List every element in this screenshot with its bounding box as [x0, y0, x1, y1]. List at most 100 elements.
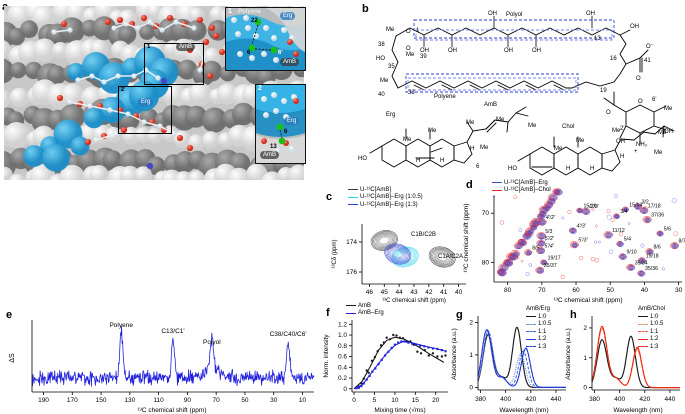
inset1-svg — [226, 8, 305, 70]
legend-label: 1:3 — [538, 343, 547, 350]
legend-item: 1:3 — [638, 343, 665, 351]
legend-item: 1:0.5 — [638, 321, 665, 329]
panel-f-svg: 0 5 10 15 20 0 0.2 0.4 0.6 0.8 1.0 1.2 Mixing time … — [323, 320, 448, 414]
panel-d-label: d — [466, 179, 473, 191]
inset2-number: 2 — [258, 85, 262, 92]
num-6prime-label: 6' — [652, 97, 656, 103]
svg-text:176: 176 — [346, 269, 357, 276]
inset2-amb-tag: AmB — [260, 151, 280, 159]
panel-h-legend: AmB/Chol 1:0 1:0.5 1:1 1:2 1:3 — [638, 306, 665, 351]
peak-label: 4'/3' — [577, 223, 587, 229]
chol-h-1: H — [566, 166, 570, 172]
nh3-label: NH₃ — [636, 142, 648, 148]
legend-item: AmB — [346, 302, 384, 310]
svg-text:80: 80 — [504, 287, 512, 294]
legend-item: U-¹³C[AmB]–Chol — [492, 187, 551, 195]
legend-swatch — [638, 316, 648, 318]
legend-label: 1:1 — [650, 328, 659, 335]
panel-h-absorbance-plot: AmB/Chol 1:0 1:0.5 1:1 1:2 1:3 380 400 420 440 0… — [565, 302, 684, 414]
svg-text:20: 20 — [432, 397, 440, 404]
peak-label: 5/3 — [545, 229, 552, 235]
o-db-label: O — [636, 76, 641, 82]
roi-2-number: 2 — [121, 87, 125, 93]
oh-2-label: OH — [448, 48, 457, 54]
panel-c-ylabel: ¹³Cδ (ppm) — [332, 239, 338, 268]
legend-swatch — [638, 346, 648, 348]
peak-label: 35/34 — [635, 260, 648, 266]
panel-f-buildup-plot: AmB AmB–Erg 0 5 10 15 20 0 0.2 0.4 0.6 0.8 1.0 1.2 … — [322, 302, 452, 414]
erg-me-3: Me — [466, 120, 475, 126]
chol-me-4: Me — [658, 130, 667, 136]
panel-g-label: g — [456, 309, 463, 321]
panel-e-xlabel: ¹³C chemical shift (ppm) — [138, 407, 207, 414]
legend-item: 1:3 — [526, 343, 551, 351]
svg-text:420: 420 — [639, 396, 650, 403]
chol-me-3: Me — [612, 128, 621, 134]
svg-text:380: 380 — [589, 396, 600, 403]
svg-text:150: 150 — [96, 397, 107, 404]
panel-e-annotation: C38/C40/C6' — [270, 331, 307, 338]
num-19-label: 19 — [600, 88, 607, 94]
erg-me-2: Me — [428, 128, 437, 134]
panel-e-annotation: Polyene — [109, 322, 133, 329]
o-glyco-label: O — [606, 110, 611, 116]
svg-text:0: 0 — [469, 384, 473, 391]
panel-b-label: b — [362, 3, 369, 15]
svg-text:440: 440 — [665, 396, 676, 403]
oh-3-label: OH — [504, 48, 513, 54]
peak-label: 17/18 — [648, 203, 661, 209]
svg-text:0.4: 0.4 — [338, 364, 347, 371]
chol-name-label: Chol — [562, 124, 574, 130]
erg-tag-main: Erg — [138, 98, 154, 106]
panel-g-legend: AmB/Erg 1:0 1:0.5 1:1 1:2 1:3 — [526, 306, 551, 351]
svg-text:2: 2 — [469, 319, 473, 326]
peak-label: 9/10 — [627, 249, 637, 255]
annot-c1a-c2a: C1A/C2A — [438, 254, 463, 260]
svg-text:41: 41 — [440, 289, 448, 296]
inset1-atom-22: 22 — [251, 18, 258, 24]
svg-text:190: 190 — [38, 397, 49, 404]
legend-label: 1:0 — [650, 313, 659, 320]
amb-tag-main: AmB — [176, 43, 196, 51]
legend-item: 1:0 — [638, 313, 665, 321]
legend-swatch — [526, 323, 536, 325]
inset1-amb-tag: AmB — [280, 58, 300, 66]
panel-d-xlabel: ¹³C chemical shift (ppm) — [554, 297, 623, 304]
num-39-label: 39 — [420, 54, 427, 60]
peak-label: 3/4 — [620, 209, 627, 215]
legend-swatch — [526, 316, 536, 318]
erg-h-2: H — [440, 158, 444, 164]
svg-text:400: 400 — [500, 396, 511, 403]
erg-me-1: Me — [403, 137, 412, 143]
svg-text:70: 70 — [482, 210, 490, 217]
roi-box-1 — [144, 43, 204, 85]
legend-item: 1:1 — [638, 328, 665, 336]
chol-me-2: Me — [576, 138, 585, 144]
panel-e-ylabel: ΔS — [9, 353, 16, 363]
ho-label: HO — [376, 56, 385, 62]
svg-text:174: 174 — [346, 239, 357, 246]
legend-swatch — [638, 323, 648, 325]
svg-text:15: 15 — [412, 397, 420, 404]
oh-4-label: OH — [532, 48, 541, 54]
chol-ho: HO — [508, 166, 517, 172]
panel-c-svg: 46 45 44 43 42 41 40 174 176 ¹³C chemical shift … — [332, 224, 466, 304]
chol-me-1: Me — [554, 146, 563, 152]
polyol-region-label: Polyol — [506, 12, 522, 18]
panel-e-svg: 190 170 150 130 110 90 70 50 30 10 ¹³C chemical s… — [9, 320, 315, 414]
peak-label: 35/36 — [645, 266, 658, 272]
o-ring-label: O — [406, 29, 411, 35]
svg-text:0: 0 — [352, 397, 356, 404]
svg-text:70: 70 — [213, 397, 221, 404]
inset2-atom-13: 13 — [270, 144, 277, 150]
inset1-erg-tag: Erg — [280, 12, 296, 20]
panel-f-ylabel: Norm. intensity — [323, 334, 330, 378]
peak-label: 19/18 — [646, 253, 659, 259]
amb-name-label: AmB — [484, 102, 497, 108]
chol-h-3: H — [620, 154, 624, 160]
inset1-atom-6: 6 — [247, 50, 251, 56]
panel-h-xlabel: Wavelength (nm) — [613, 407, 662, 414]
svg-text:1.2: 1.2 — [338, 321, 347, 328]
panel-e-label: e — [6, 309, 13, 321]
panel-c-xlabel: ¹³C chemical shift (ppm) — [382, 298, 446, 304]
